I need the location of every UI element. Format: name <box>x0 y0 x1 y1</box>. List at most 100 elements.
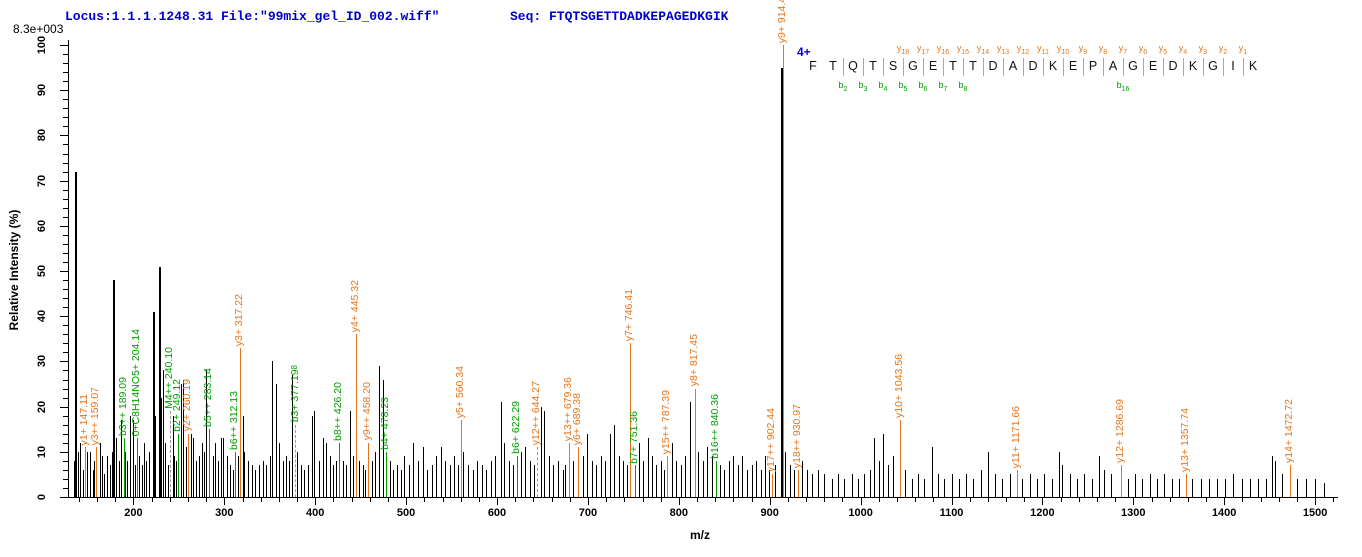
spectrum-peak <box>118 460 120 497</box>
spectrum-peak <box>676 460 678 497</box>
b-ion-marker: b5 <box>898 80 908 93</box>
spectrum-peak <box>400 469 402 497</box>
y-ion-marker-number: 9 <box>1083 48 1088 56</box>
spectrum-peak <box>789 465 791 497</box>
spectrum-peak <box>600 456 602 497</box>
spectrum-peak <box>138 456 140 497</box>
b-ion-marker-number: 16 <box>1121 85 1130 93</box>
spectrum-peak <box>116 438 118 497</box>
y-minor-tick <box>63 162 68 164</box>
annotated-peak <box>209 429 210 497</box>
y-ion-marker: y10 <box>1056 43 1070 56</box>
spectrum-peak <box>780 67 783 497</box>
spectrum-peak <box>883 433 885 497</box>
residue-letter: P <box>1088 59 1098 73</box>
x-minor-tick <box>1260 498 1262 502</box>
x-minor-tick <box>915 498 917 502</box>
precursor-charge-label: 4+ <box>797 45 811 59</box>
spectrum-peak <box>258 465 260 497</box>
y-tick-label: 30 <box>36 355 48 368</box>
y-ion-marker-number: 18 <box>901 48 910 56</box>
residue-letter: F <box>809 59 817 73</box>
y-minor-tick <box>63 334 68 336</box>
annotated-peak-dashed <box>169 411 171 497</box>
y-minor-tick <box>63 144 68 146</box>
y-ion-marker-number: 7 <box>1123 48 1128 56</box>
x-axis-title: m/z <box>689 528 710 542</box>
spectrum-peak <box>1029 474 1031 497</box>
spectrum-peak <box>1233 474 1235 497</box>
annotated-peak <box>667 456 669 497</box>
spectrum-peak <box>467 465 469 497</box>
spectrum-peak <box>807 469 808 497</box>
x-minor-tick <box>1278 498 1280 502</box>
spectrum-peak <box>623 460 625 497</box>
peak-label: y7+ 746.41 <box>623 289 636 342</box>
x-minor-tick <box>1296 498 1298 502</box>
spectrum-peak <box>427 469 428 497</box>
spectrum-peak <box>111 451 113 497</box>
spectrum-peak <box>973 478 975 497</box>
y-ion-marker: y7 <box>1118 43 1128 56</box>
y-minor-tick <box>63 298 68 300</box>
spectrum-peak <box>1275 460 1277 497</box>
peak-label: y9++ 458.20 <box>361 382 374 441</box>
x-minor-tick <box>351 498 353 502</box>
x-minor-tick <box>751 498 753 502</box>
spectrum-peak <box>436 456 438 497</box>
spectrum-peak <box>73 460 75 497</box>
spectrum-peak <box>1192 478 1194 497</box>
peak-label: y5+ 560.34 <box>454 365 466 419</box>
spectrum-peak <box>336 460 338 497</box>
spectrum-peak <box>751 465 753 497</box>
spectrum-peak <box>548 456 550 497</box>
spectrum-peak <box>591 460 593 497</box>
fragment-divider <box>1203 58 1204 76</box>
x-tick-label: 1100 <box>939 507 964 519</box>
y-ion-marker: y6 <box>1138 43 1148 56</box>
spectrum-peak <box>362 465 364 497</box>
peak-label: b6+ 622.29 <box>510 401 523 455</box>
y-minor-tick <box>63 81 68 83</box>
y-minor-tick <box>63 442 68 444</box>
x-tick-label: 300 <box>215 507 234 519</box>
x-minor-tick <box>278 498 280 502</box>
spectrum-peak <box>288 460 290 497</box>
spectrum-peak <box>291 375 293 497</box>
residue-letter: Q <box>848 59 858 73</box>
peak-label: y8+ 817.45 <box>687 334 700 387</box>
spectrum-peak <box>1062 465 1064 497</box>
spectrum-peak <box>924 478 926 497</box>
spectrum-peak <box>664 469 666 497</box>
x-major-tick <box>587 498 589 505</box>
spectrum-peak <box>393 469 395 497</box>
spectrum-peak <box>1266 478 1267 497</box>
spectrum-peak <box>311 415 313 497</box>
y-minor-tick <box>63 216 68 218</box>
y-ion-marker: y13 <box>996 43 1010 56</box>
spectrum-peak <box>168 465 169 497</box>
fragment-divider <box>1223 58 1224 76</box>
x-minor-tick <box>1169 498 1171 502</box>
fragment-divider <box>1243 58 1244 76</box>
spectrum-peak <box>980 469 982 497</box>
spectrum-peak <box>1257 478 1259 497</box>
y-ion-marker: y8 <box>1098 43 1108 56</box>
peak-label: y2+ 260.19 <box>181 379 194 432</box>
annotated-peak <box>96 447 98 497</box>
annotated-peak <box>630 343 632 497</box>
spectrum-peak <box>614 424 616 497</box>
spectrum-peak <box>232 469 234 497</box>
x-minor-tick <box>1333 498 1335 502</box>
x-minor-tick <box>78 498 80 502</box>
peak-label: b7+ 751.36 <box>627 410 640 464</box>
peak-label: b8++ 426.20 <box>332 381 345 441</box>
annotated-peak <box>240 347 241 497</box>
spectrum-peak <box>94 460 96 497</box>
spectrum-peak <box>642 460 644 497</box>
spectrum-peak <box>1225 478 1227 497</box>
y-major-tick <box>60 406 68 408</box>
